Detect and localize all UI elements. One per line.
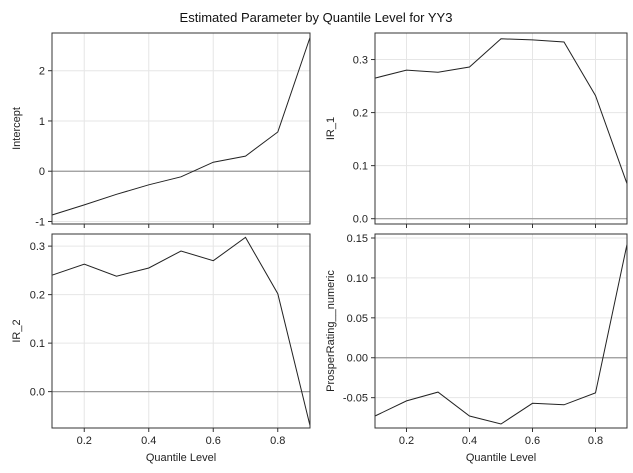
x-tick-label: 0.6 (206, 435, 221, 447)
y-tick-label: 0.0 (353, 214, 368, 226)
plot-frame (374, 32, 628, 225)
y-tick-label: 0.2 (353, 108, 368, 120)
plot-frame (374, 233, 628, 429)
y-tick-label: 0.2 (30, 290, 45, 302)
y-tick-label: 0.3 (353, 55, 368, 67)
y-axis-label: IR_2 (11, 319, 23, 342)
y-tick-label: 2 (39, 66, 45, 78)
x-tick-label: 0.4 (462, 435, 477, 447)
figure-title: Estimated Parameter by Quantile Level fo… (180, 10, 453, 25)
y-axis-label: ProsperRating__numeric (325, 270, 337, 392)
y-axis-label: IR_1 (325, 117, 337, 140)
plot-frame (51, 32, 311, 225)
panels-group: -1012Intercept0.00.10.20.3IR_10.00.10.20… (11, 32, 628, 464)
x-tick-label: 0.2 (399, 435, 414, 447)
estimate-line (51, 37, 311, 216)
estimate-line (374, 244, 628, 425)
plot-frame (51, 233, 311, 429)
y-tick-label: 0.10 (347, 273, 368, 285)
x-tick-label: 0.4 (141, 435, 156, 447)
y-tick-label: 0.05 (347, 313, 368, 325)
x-tick-label: 0.8 (588, 435, 603, 447)
panel-4: -0.05 0.00 0.05 0.10 0.15 0.2 0.4 0.6 0.8 Prosper… (325, 233, 628, 464)
y-tick-label: 1 (39, 116, 45, 128)
y-tick-label: 0.1 (353, 161, 368, 173)
y-tick-label: 0 (39, 166, 45, 178)
y-tick-label: 0.1 (30, 338, 45, 350)
y-tick-label: -0.05 (343, 393, 368, 405)
y-axis-label: Intercept (11, 107, 23, 150)
y-tick-label: 0.3 (30, 241, 45, 253)
panel-2: 0.0 0.1 0.2 0.3 IR_1 (325, 32, 628, 228)
x-axis-label: Quantile Level (146, 452, 216, 464)
y-tick-label: -1 (35, 216, 45, 228)
estimate-line (51, 236, 311, 426)
y-tick-label: 0.15 (347, 233, 368, 245)
x-tick-label: 0.6 (525, 435, 540, 447)
y-tick-label: 0.0 (30, 387, 45, 399)
panel-3: 0.0 0.1 0.2 0.3 0.2 0.4 0.6 0.8 IR_2 Quantile Lev… (11, 233, 311, 464)
estimate-line (374, 38, 628, 184)
x-tick-label: 0.2 (77, 435, 92, 447)
x-axis-label: Quantile Level (466, 452, 536, 464)
y-tick-label: 0.00 (347, 353, 368, 365)
panel-1: -1 0 1 2 Intercept (11, 32, 311, 228)
x-tick-label: 0.8 (270, 435, 285, 447)
